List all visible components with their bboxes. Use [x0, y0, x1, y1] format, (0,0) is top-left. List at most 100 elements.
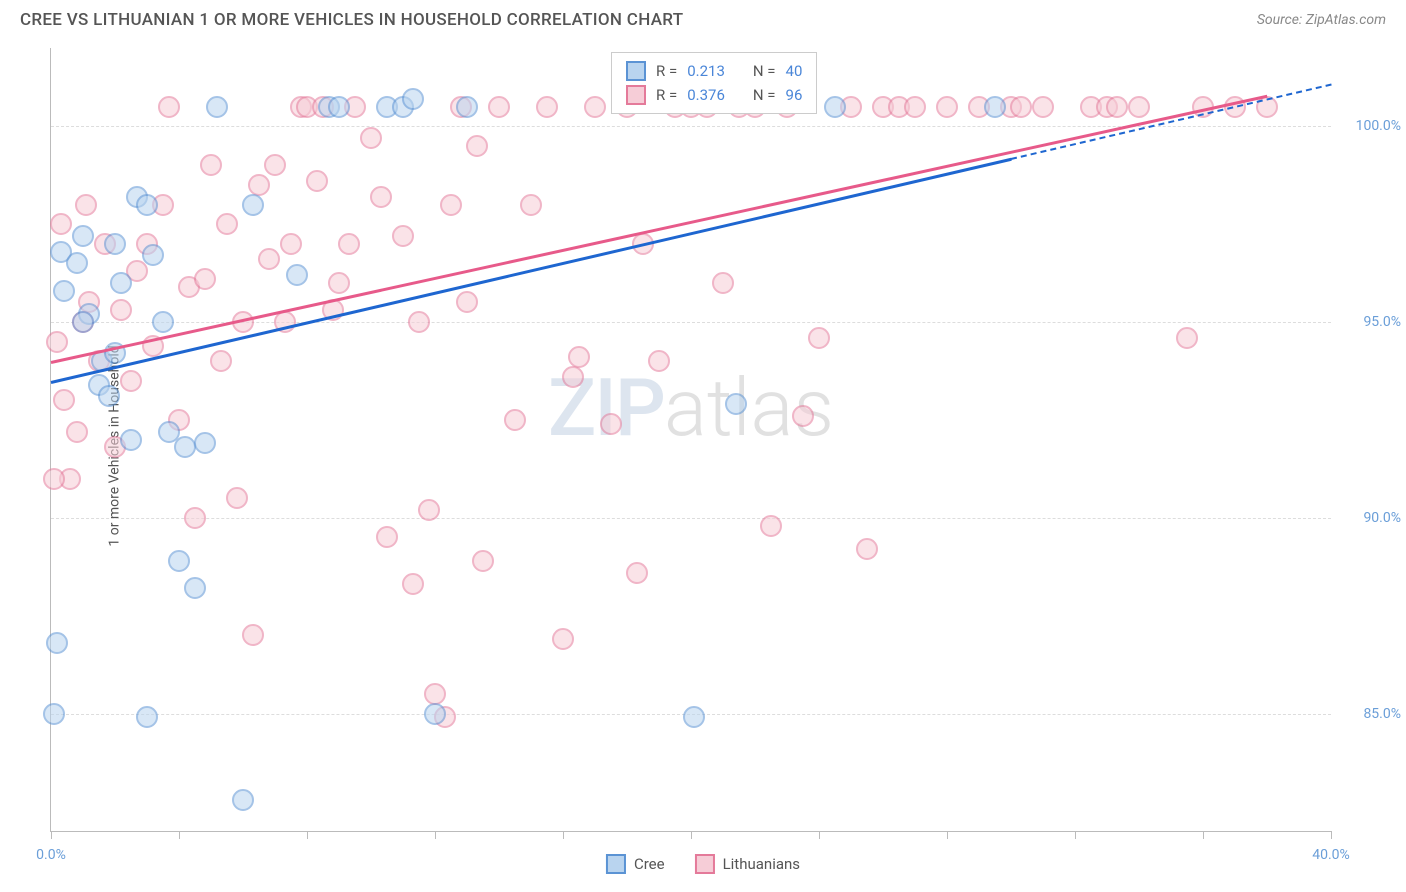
- legend-item-cree: Cree: [606, 854, 665, 874]
- data-point: [520, 194, 542, 216]
- watermark: ZIPatlas: [548, 361, 834, 455]
- x-tick: [563, 831, 564, 839]
- x-tick: [819, 831, 820, 839]
- data-point: [488, 96, 510, 118]
- data-point: [158, 96, 180, 118]
- data-point: [600, 413, 622, 435]
- data-point: [72, 225, 94, 247]
- data-point: [168, 550, 190, 572]
- data-point: [440, 194, 462, 216]
- y-tick-label: 90.0%: [1363, 510, 1401, 526]
- data-point: [46, 632, 68, 654]
- x-tick: [1203, 831, 1204, 839]
- data-point: [53, 280, 75, 302]
- swatch-lithuanians: [695, 854, 715, 874]
- data-point: [258, 248, 280, 270]
- data-point: [184, 577, 206, 599]
- data-point: [1032, 96, 1054, 118]
- x-tick: [1331, 831, 1332, 839]
- n-value: 40: [786, 62, 803, 80]
- data-point: [306, 170, 328, 192]
- r-label: R =: [656, 62, 677, 80]
- data-point: [562, 366, 584, 388]
- data-point: [408, 311, 430, 333]
- data-point: [232, 789, 254, 811]
- data-point: [456, 291, 478, 313]
- x-tick-label: 40.0%: [1312, 847, 1350, 863]
- data-point: [53, 389, 75, 411]
- data-point: [466, 135, 488, 157]
- stats-legend-row: R =0.376N =96: [626, 83, 802, 107]
- data-point: [584, 96, 606, 118]
- data-point: [98, 385, 120, 407]
- data-point: [456, 96, 478, 118]
- data-point: [194, 432, 216, 454]
- swatch-cree: [606, 854, 626, 874]
- data-point: [856, 538, 878, 560]
- data-point: [226, 487, 248, 509]
- data-point: [328, 96, 350, 118]
- scatter-plot-area: ZIPatlas 85.0%90.0%95.0%100.0%0.0%40.0%R…: [50, 48, 1331, 832]
- data-point: [712, 272, 734, 294]
- swatch-icon: [626, 85, 646, 105]
- data-point: [402, 88, 424, 110]
- data-point: [1176, 327, 1198, 349]
- x-tick: [179, 831, 180, 839]
- y-tick-label: 95.0%: [1363, 314, 1401, 330]
- chart-title: CREE VS LITHUANIAN 1 OR MORE VEHICLES IN…: [20, 10, 683, 30]
- y-tick-label: 85.0%: [1363, 706, 1401, 722]
- data-point: [392, 225, 414, 247]
- data-point: [328, 272, 350, 294]
- data-point: [1106, 96, 1128, 118]
- data-point: [824, 96, 846, 118]
- data-point: [110, 272, 132, 294]
- legend-item-lithuanians: Lithuanians: [695, 854, 800, 874]
- data-point: [648, 350, 670, 372]
- x-tick: [307, 831, 308, 839]
- data-point: [286, 264, 308, 286]
- data-point: [136, 706, 158, 728]
- data-point: [338, 233, 360, 255]
- data-point: [1010, 96, 1032, 118]
- data-point: [360, 127, 382, 149]
- data-point: [104, 233, 126, 255]
- data-point: [936, 96, 958, 118]
- n-label: N =: [753, 86, 776, 104]
- data-point: [242, 194, 264, 216]
- data-point: [120, 370, 142, 392]
- data-point: [43, 468, 65, 490]
- data-point: [46, 331, 68, 353]
- data-point: [216, 213, 238, 235]
- data-point: [626, 562, 648, 584]
- n-label: N =: [753, 62, 776, 80]
- data-point: [536, 96, 558, 118]
- data-point: [66, 252, 88, 274]
- data-point: [152, 311, 174, 333]
- x-tick: [947, 831, 948, 839]
- data-point: [72, 311, 94, 333]
- data-point: [43, 703, 65, 725]
- data-point: [904, 96, 926, 118]
- data-point: [418, 499, 440, 521]
- gridline: [51, 518, 1331, 519]
- data-point: [110, 299, 132, 321]
- data-point: [808, 327, 830, 349]
- data-point: [184, 507, 206, 529]
- data-point: [504, 409, 526, 431]
- data-point: [136, 194, 158, 216]
- data-point: [370, 186, 392, 208]
- data-point: [376, 526, 398, 548]
- data-point: [402, 573, 424, 595]
- data-point: [1128, 96, 1150, 118]
- y-tick-label: 100.0%: [1356, 118, 1401, 134]
- x-tick: [435, 831, 436, 839]
- data-point: [75, 194, 97, 216]
- data-point: [984, 96, 1006, 118]
- data-point: [472, 550, 494, 572]
- data-point: [200, 154, 222, 176]
- trend-line: [51, 158, 1012, 384]
- data-point: [50, 213, 72, 235]
- data-point: [552, 628, 574, 650]
- data-point: [792, 405, 814, 427]
- n-value: 96: [786, 86, 803, 104]
